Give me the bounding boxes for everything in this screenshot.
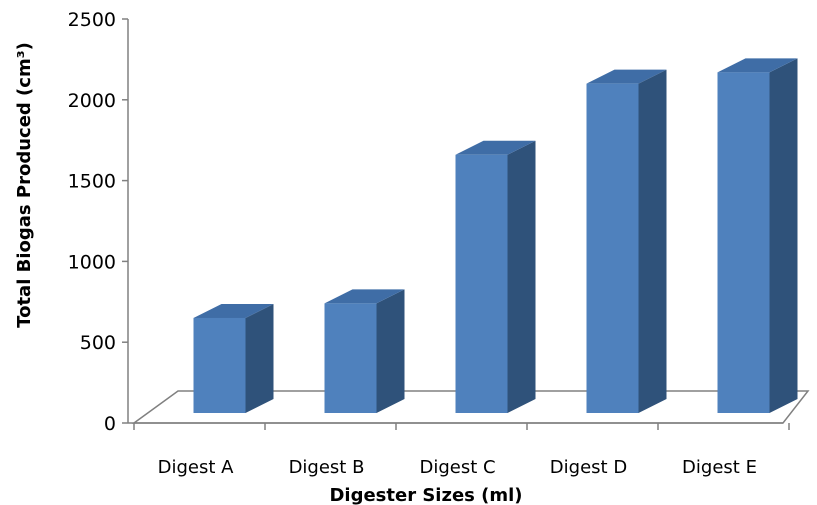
x-tick-label: Digest D: [550, 457, 627, 478]
x-tick-label: Digest B: [289, 457, 365, 478]
bar-side: [769, 58, 798, 413]
x-tick-labels: Digest A Digest B Digest C Digest D Digest E: [158, 457, 757, 478]
bar-side: [638, 69, 667, 413]
bar-top: [455, 140, 536, 155]
y-tick-label: 2500: [68, 9, 116, 31]
bar-front: [717, 72, 770, 413]
bar-top: [324, 289, 405, 304]
bar-side: [376, 289, 405, 413]
x-axis-title: Digester Sizes (ml): [329, 485, 522, 505]
y-tick-label: 2000: [68, 90, 116, 112]
bar-top: [193, 303, 274, 318]
x-tick-label: Digest E: [682, 457, 757, 478]
bar-top: [717, 58, 798, 73]
bar-front: [324, 303, 377, 413]
bar: [324, 289, 405, 413]
y-tick-label: 0: [104, 413, 116, 435]
y-tick-label: 1500: [68, 171, 116, 193]
bars: [193, 58, 798, 413]
y-tick-label: 500: [80, 332, 116, 354]
bar: [717, 58, 798, 413]
bar-side: [507, 140, 536, 413]
bar: [193, 303, 274, 413]
x-tick-label: Digest A: [158, 457, 235, 478]
y-axis-title: Total Biogas Produced (cm³): [14, 42, 35, 328]
y-axis: [122, 18, 790, 430]
bar-front: [193, 317, 246, 413]
x-tick-label: Digest C: [419, 457, 495, 478]
bar-side: [245, 303, 274, 413]
bar-top: [586, 69, 667, 84]
y-tick-label: 1000: [68, 251, 116, 273]
bar: [455, 140, 536, 413]
bar-front: [586, 83, 639, 413]
bar: [586, 69, 667, 413]
y-tick-labels: 0 500 1000 1500 2000 2500: [68, 9, 116, 435]
bar-front: [455, 154, 508, 413]
